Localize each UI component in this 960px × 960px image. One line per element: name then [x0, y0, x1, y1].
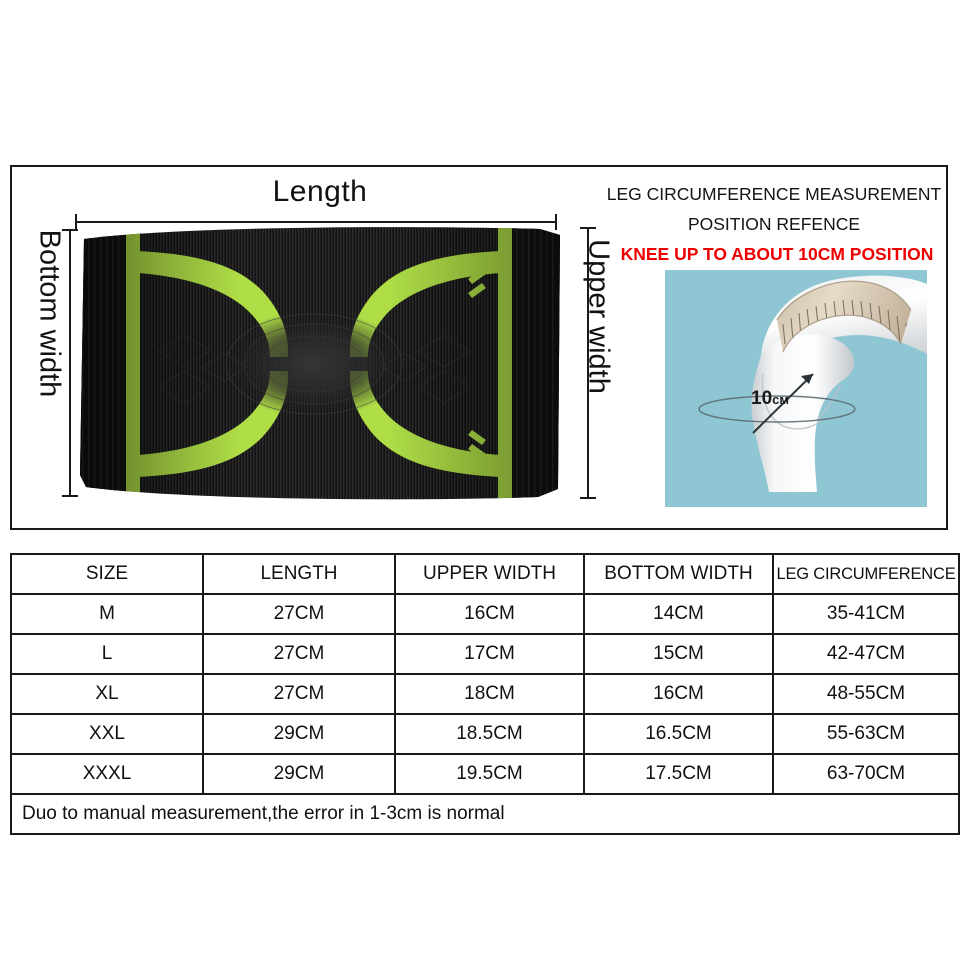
upper-width-cap-bottom	[580, 497, 596, 499]
size-chart-table: SIZE LENGTH UPPER WIDTH BOTTOM WIDTH LEG…	[10, 553, 960, 835]
cell-size: XXXL	[10, 753, 204, 795]
cell-size: XL	[10, 673, 204, 715]
table-row: XL 27CM 18CM 16CM 48-55CM	[10, 673, 960, 715]
bottom-width-dimension-line	[62, 229, 78, 497]
cell-leg-circumference: 55-63CM	[772, 713, 960, 755]
header-bottom-width: BOTTOM WIDTH	[583, 553, 774, 595]
cell-upper-width: 16CM	[394, 593, 585, 635]
table-note-row: Duo to manual measurement,the error in 1…	[10, 793, 960, 835]
cell-length: 27CM	[202, 633, 396, 675]
cell-bottom-width: 14CM	[583, 593, 774, 635]
header-length: LENGTH	[202, 553, 396, 595]
leg-measurement-illustration: 10см	[665, 270, 927, 507]
cell-leg-circumference: 35-41CM	[772, 593, 960, 635]
table-row: L 27CM 17CM 15CM 42-47CM	[10, 633, 960, 675]
cell-bottom-width: 15CM	[583, 633, 774, 675]
cell-length: 29CM	[202, 753, 396, 795]
reference-heading-line3: KNEE UP TO ABOUT 10CM POSITION	[620, 244, 934, 264]
leg-measure-value: 10см	[751, 388, 789, 409]
cell-bottom-width: 16.5CM	[583, 713, 774, 755]
reference-heading-line1: LEG CIRCUMFERENCE MEASUREMENT	[606, 184, 942, 204]
cell-upper-width: 19.5CM	[394, 753, 585, 795]
cell-leg-circumference: 63-70CM	[772, 753, 960, 795]
bottom-width-bar	[69, 229, 71, 497]
header-leg-circumference: LEG CIRCUMFERENCE	[772, 553, 960, 595]
cell-leg-circumference: 48-55CM	[772, 673, 960, 715]
cell-upper-width: 18.5CM	[394, 713, 585, 755]
knee-sleeve-product-image	[64, 225, 564, 503]
length-line-bar	[75, 221, 557, 223]
reference-heading-line2: POSITION REFENCE	[687, 214, 861, 234]
header-size: SIZE	[10, 553, 204, 595]
cell-size: L	[10, 633, 204, 675]
length-dimension-label: Length	[272, 175, 368, 208]
cell-length: 27CM	[202, 593, 396, 635]
bottom-width-label: Bottom width	[33, 229, 66, 398]
cell-length: 27CM	[202, 673, 396, 715]
measurement-diagram-panel: Length Bottom width Upper width	[10, 165, 948, 530]
table-row: XXL 29CM 18.5CM 16.5CM 55-63CM	[10, 713, 960, 755]
header-upper-width: UPPER WIDTH	[394, 553, 585, 595]
upper-width-bar	[587, 227, 589, 499]
bottom-width-cap-bottom	[62, 495, 78, 497]
cell-leg-circumference: 42-47CM	[772, 633, 960, 675]
cell-length: 29CM	[202, 713, 396, 755]
table-header-row: SIZE LENGTH UPPER WIDTH BOTTOM WIDTH LEG…	[10, 553, 960, 595]
cell-bottom-width: 17.5CM	[583, 753, 774, 795]
cell-size: XXL	[10, 713, 204, 755]
table-row: M 27CM 16CM 14CM 35-41CM	[10, 593, 960, 635]
upper-width-dimension-line	[580, 227, 596, 499]
cell-bottom-width: 16CM	[583, 673, 774, 715]
cell-upper-width: 17CM	[394, 633, 585, 675]
cell-upper-width: 18CM	[394, 673, 585, 715]
measurement-note: Duo to manual measurement,the error in 1…	[10, 793, 960, 835]
length-dimension-line	[75, 214, 557, 230]
cell-size: M	[10, 593, 204, 635]
table-row: XXXL 29CM 19.5CM 17.5CM 63-70CM	[10, 753, 960, 795]
length-line-cap-right	[555, 214, 557, 230]
